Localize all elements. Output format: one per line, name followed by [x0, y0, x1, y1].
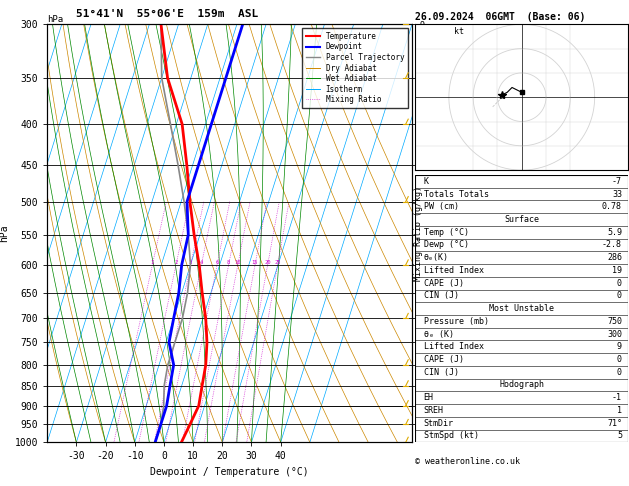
- Text: CIN (J): CIN (J): [424, 292, 459, 300]
- X-axis label: Dewpoint / Temperature (°C): Dewpoint / Temperature (°C): [150, 467, 309, 477]
- Text: kt: kt: [454, 27, 464, 36]
- Text: CIN (J): CIN (J): [424, 368, 459, 377]
- Text: 0: 0: [617, 278, 622, 288]
- Text: 10: 10: [235, 260, 241, 265]
- Text: 5.9: 5.9: [607, 228, 622, 237]
- Text: 6: 6: [216, 260, 219, 265]
- Text: EH: EH: [424, 393, 433, 402]
- Text: PW (cm): PW (cm): [424, 202, 459, 211]
- Text: 750: 750: [607, 317, 622, 326]
- Text: Mixing Ratio (g/kg): Mixing Ratio (g/kg): [414, 186, 423, 281]
- Text: 0.78: 0.78: [602, 202, 622, 211]
- Text: LCL: LCL: [416, 401, 431, 410]
- Text: Most Unstable: Most Unstable: [489, 304, 554, 313]
- Text: CAPE (J): CAPE (J): [424, 278, 464, 288]
- Text: 8: 8: [227, 260, 230, 265]
- Y-axis label: km
ASL: km ASL: [434, 233, 449, 253]
- Text: 51°41'N  55°06'E  159m  ASL: 51°41'N 55°06'E 159m ASL: [76, 9, 259, 19]
- Text: 5: 5: [617, 432, 622, 440]
- Text: Lifted Index: Lifted Index: [424, 266, 484, 275]
- Text: 9: 9: [617, 342, 622, 351]
- Text: Totals Totals: Totals Totals: [424, 190, 489, 199]
- Text: θₑ (K): θₑ (K): [424, 330, 454, 339]
- Text: 19: 19: [612, 266, 622, 275]
- Text: 3: 3: [189, 260, 192, 265]
- Text: -2.8: -2.8: [602, 241, 622, 249]
- Text: © weatheronline.co.uk: © weatheronline.co.uk: [415, 457, 520, 466]
- Text: Pressure (mb): Pressure (mb): [424, 317, 489, 326]
- Text: Dewp (°C): Dewp (°C): [424, 241, 469, 249]
- Text: Surface: Surface: [504, 215, 539, 224]
- Text: 4: 4: [200, 260, 203, 265]
- Text: CAPE (J): CAPE (J): [424, 355, 464, 364]
- Text: Hodograph: Hodograph: [499, 381, 544, 389]
- Text: 71°: 71°: [607, 418, 622, 428]
- Text: -1: -1: [612, 393, 622, 402]
- Text: Lifted Index: Lifted Index: [424, 342, 484, 351]
- Text: 300: 300: [607, 330, 622, 339]
- Text: θₑ(K): θₑ(K): [424, 253, 448, 262]
- Text: 20: 20: [264, 260, 271, 265]
- Y-axis label: hPa: hPa: [0, 225, 9, 242]
- Text: 25: 25: [274, 260, 281, 265]
- Legend: Temperature, Dewpoint, Parcel Trajectory, Dry Adiabat, Wet Adiabat, Isotherm, Mi: Temperature, Dewpoint, Parcel Trajectory…: [302, 28, 408, 108]
- Text: 2: 2: [174, 260, 177, 265]
- Text: 33: 33: [612, 190, 622, 199]
- Text: 1: 1: [151, 260, 154, 265]
- Text: Temp (°C): Temp (°C): [424, 228, 469, 237]
- Text: 0: 0: [617, 355, 622, 364]
- Text: StmDir: StmDir: [424, 418, 454, 428]
- Text: 1: 1: [617, 406, 622, 415]
- Text: 0: 0: [617, 292, 622, 300]
- Text: 15: 15: [252, 260, 259, 265]
- Text: -7: -7: [612, 177, 622, 186]
- Text: 0: 0: [617, 368, 622, 377]
- Text: hPa: hPa: [47, 15, 64, 24]
- Text: K: K: [424, 177, 429, 186]
- Text: SREH: SREH: [424, 406, 443, 415]
- Text: 286: 286: [607, 253, 622, 262]
- Text: 26.09.2024  06GMT  (Base: 06): 26.09.2024 06GMT (Base: 06): [415, 12, 586, 22]
- Text: StmSpd (kt): StmSpd (kt): [424, 432, 479, 440]
